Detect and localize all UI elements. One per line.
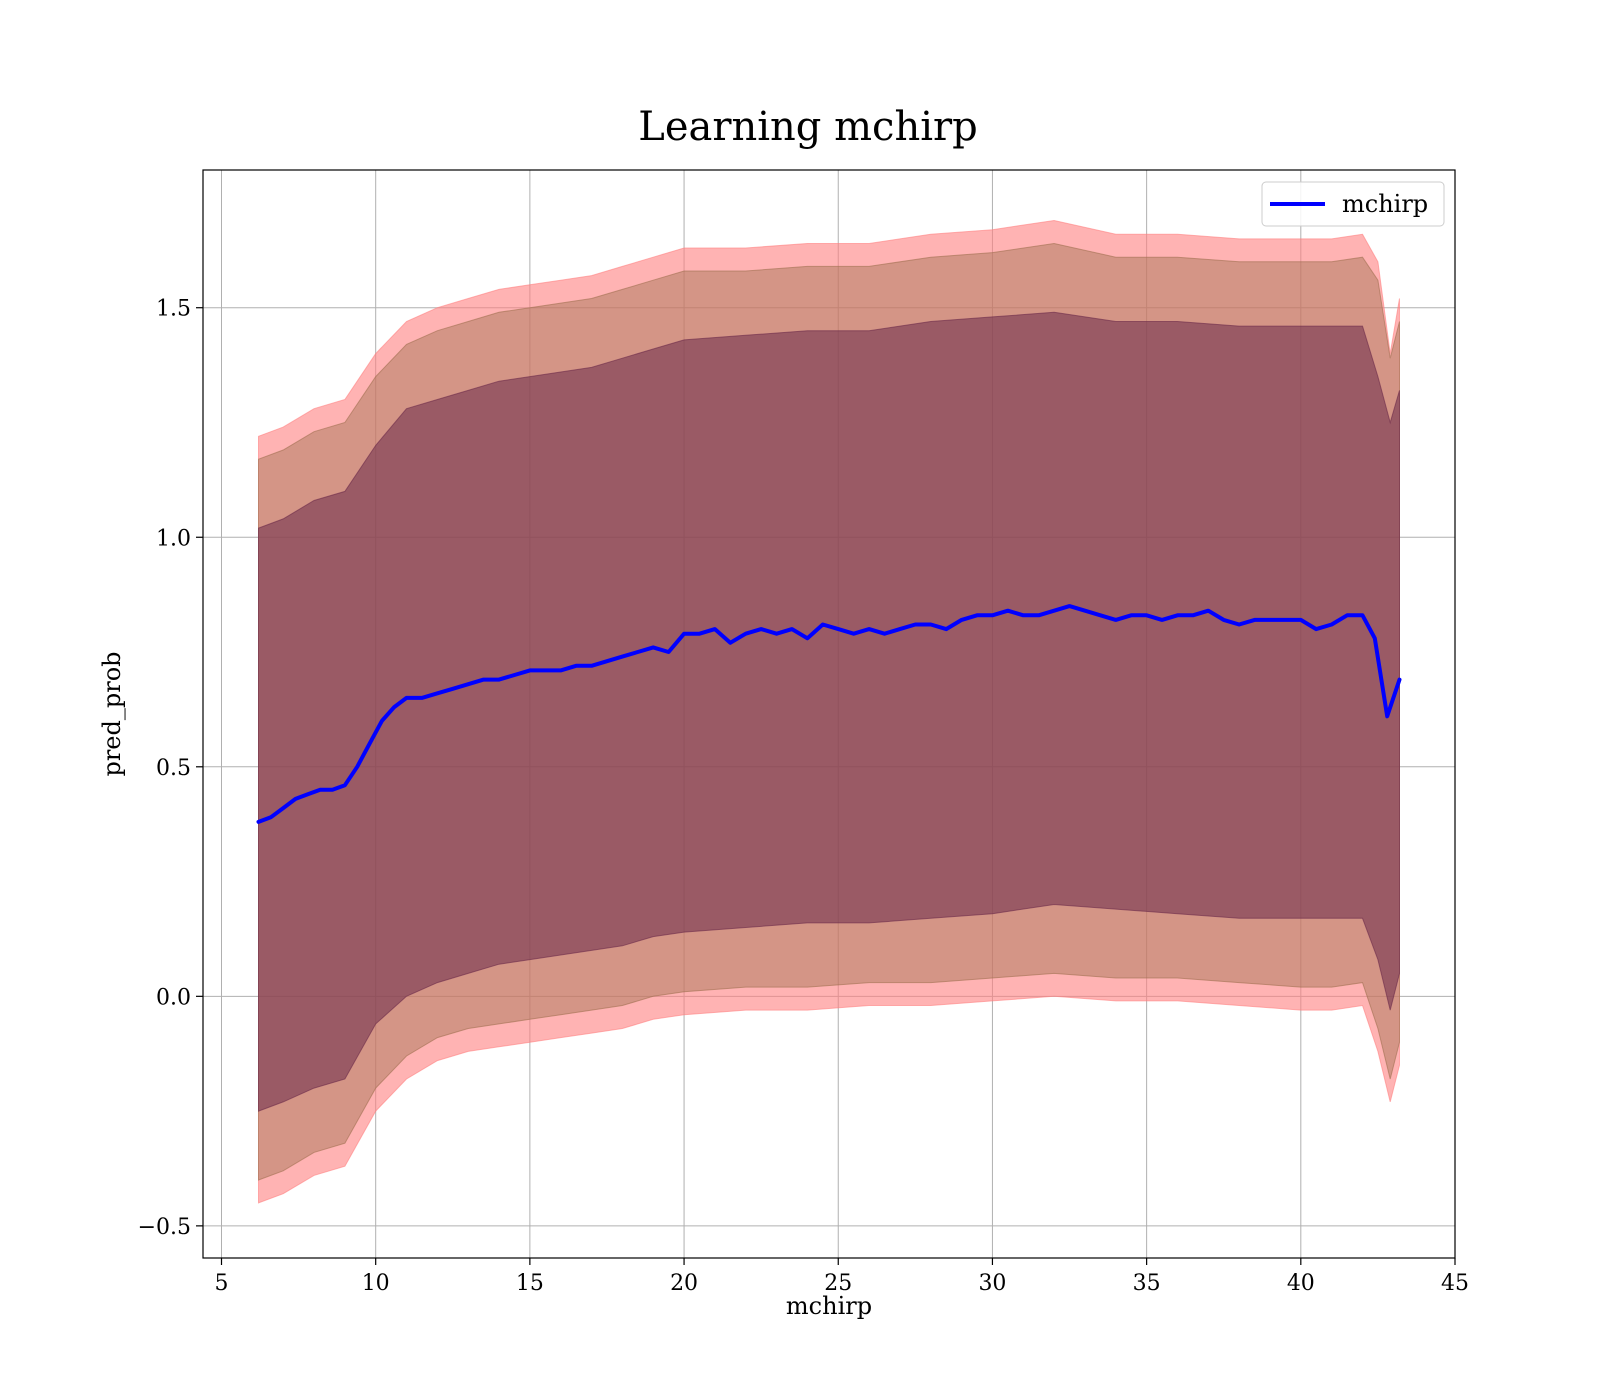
x-tick-label-8: 45: [1441, 1271, 1469, 1296]
x-axis-label: mchirp: [786, 1292, 872, 1320]
confidence-band-2: [258, 311, 1400, 1112]
series-lines: [256, 604, 1402, 824]
y-tick-label-4: 1.5: [156, 297, 191, 322]
x-tick-label-2: 15: [516, 1271, 544, 1296]
x-axis-ticks: 5 10 15 20 25 30 35 40 45: [215, 1258, 1469, 1296]
chart-title: Learning mchirp: [638, 104, 977, 150]
y-tick-label-3: 1.0: [156, 526, 191, 551]
legend-label: mchirp: [1342, 190, 1428, 218]
x-tick-label-4: 25: [824, 1271, 852, 1296]
x-tick-label-6: 35: [1133, 1271, 1161, 1296]
x-tick-label-5: 30: [978, 1271, 1006, 1296]
y-tick-label-2: 0.5: [156, 756, 191, 781]
series-line-0: [256, 604, 1402, 824]
y-axis-ticks: −0.5 0.0 0.5 1.0 1.5: [138, 297, 203, 1240]
x-tick-label-1: 10: [362, 1271, 390, 1296]
y-tick-label-0: −0.5: [138, 1215, 191, 1240]
legend: mchirp: [1261, 181, 1445, 227]
y-tick-label-1: 0.0: [156, 985, 191, 1010]
plot-frame: [202, 169, 1456, 1259]
y-axis-label: pred_prob: [98, 651, 126, 776]
confidence-bands: [258, 219, 1400, 1204]
x-tick-label-3: 20: [670, 1271, 698, 1296]
x-tick-label-7: 40: [1287, 1271, 1315, 1296]
x-tick-label-0: 5: [215, 1271, 229, 1296]
legend-box: [1261, 181, 1445, 227]
